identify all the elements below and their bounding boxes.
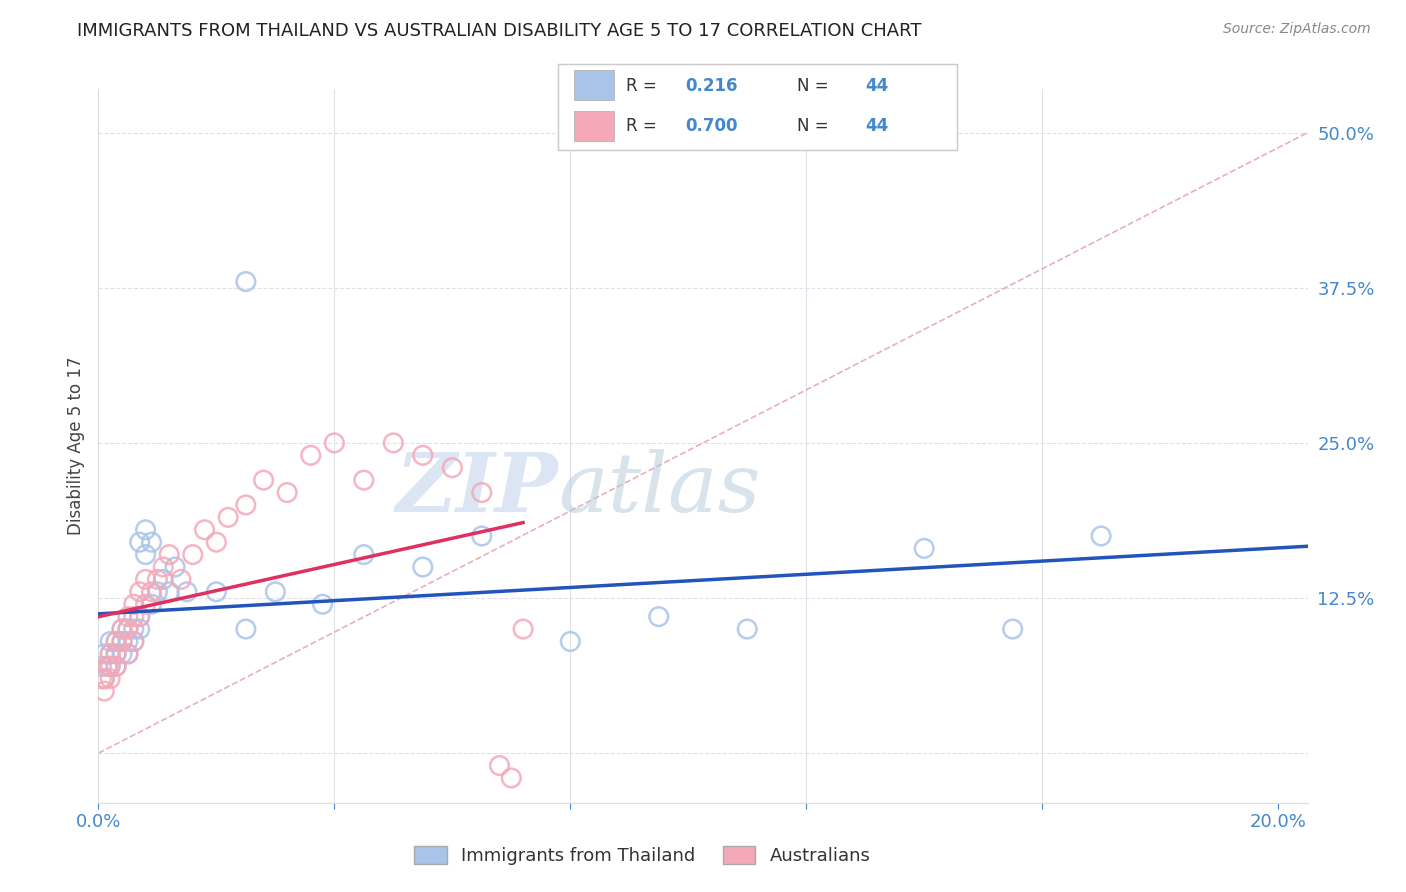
- Point: [117, 609, 139, 624]
- Point: [157, 584, 180, 599]
- Point: [105, 647, 128, 661]
- Point: [276, 485, 298, 500]
- Point: [135, 548, 157, 562]
- Point: [181, 548, 204, 562]
- Point: [117, 647, 139, 661]
- Point: [353, 473, 375, 487]
- Point: [98, 672, 121, 686]
- Point: [122, 634, 145, 648]
- Point: [648, 609, 671, 624]
- Point: [176, 584, 198, 599]
- Point: [412, 448, 434, 462]
- Point: [93, 672, 115, 686]
- Point: [90, 672, 112, 686]
- Point: [382, 436, 405, 450]
- Text: atlas: atlas: [558, 449, 761, 529]
- Point: [194, 523, 217, 537]
- Point: [412, 560, 434, 574]
- Text: ZIP: ZIP: [395, 449, 558, 529]
- Point: [170, 573, 193, 587]
- Point: [205, 535, 228, 549]
- Point: [217, 510, 239, 524]
- Point: [135, 597, 157, 611]
- Point: [323, 436, 346, 450]
- Point: [105, 634, 128, 648]
- Point: [441, 460, 464, 475]
- Point: [235, 275, 257, 289]
- Point: [128, 535, 150, 549]
- Point: [141, 535, 163, 549]
- Point: [98, 647, 121, 661]
- Point: [205, 584, 228, 599]
- Legend: Immigrants from Thailand, Australians: Immigrants from Thailand, Australians: [408, 838, 877, 872]
- Point: [512, 622, 534, 636]
- Point: [146, 573, 169, 587]
- Point: [235, 498, 257, 512]
- Point: [111, 622, 134, 636]
- Point: [128, 584, 150, 599]
- Point: [96, 659, 118, 673]
- Point: [98, 647, 121, 661]
- Point: [111, 622, 134, 636]
- Point: [152, 573, 174, 587]
- Point: [117, 634, 139, 648]
- Point: [111, 634, 134, 648]
- Text: Source: ZipAtlas.com: Source: ZipAtlas.com: [1223, 22, 1371, 37]
- Point: [105, 659, 128, 673]
- Point: [122, 634, 145, 648]
- Point: [135, 573, 157, 587]
- Point: [122, 622, 145, 636]
- Point: [252, 473, 274, 487]
- Point: [471, 529, 494, 543]
- Point: [111, 634, 134, 648]
- Point: [157, 548, 180, 562]
- Point: [117, 622, 139, 636]
- Point: [93, 684, 115, 698]
- Point: [1090, 529, 1112, 543]
- Point: [98, 659, 121, 673]
- Point: [122, 609, 145, 624]
- Point: [165, 560, 187, 574]
- Point: [105, 634, 128, 648]
- Text: IMMIGRANTS FROM THAILAND VS AUSTRALIAN DISABILITY AGE 5 TO 17 CORRELATION CHART: IMMIGRANTS FROM THAILAND VS AUSTRALIAN D…: [77, 22, 922, 40]
- Point: [90, 659, 112, 673]
- Point: [93, 672, 115, 686]
- Point: [501, 771, 523, 785]
- Point: [146, 584, 169, 599]
- Point: [353, 548, 375, 562]
- Point: [117, 647, 139, 661]
- Point: [128, 622, 150, 636]
- Point: [98, 634, 121, 648]
- Point: [141, 584, 163, 599]
- Point: [128, 609, 150, 624]
- Y-axis label: Disability Age 5 to 17: Disability Age 5 to 17: [66, 357, 84, 535]
- Point: [235, 622, 257, 636]
- Point: [105, 647, 128, 661]
- Point: [96, 659, 118, 673]
- Point: [311, 597, 333, 611]
- Point: [299, 448, 322, 462]
- Point: [560, 634, 582, 648]
- Point: [93, 647, 115, 661]
- Point: [135, 523, 157, 537]
- Point: [264, 584, 287, 599]
- Point: [1001, 622, 1024, 636]
- Point: [98, 659, 121, 673]
- Point: [488, 758, 510, 772]
- Point: [152, 560, 174, 574]
- Point: [141, 597, 163, 611]
- Point: [128, 609, 150, 624]
- Point: [471, 485, 494, 500]
- Point: [912, 541, 935, 556]
- Point: [735, 622, 758, 636]
- Point: [105, 659, 128, 673]
- Point: [117, 622, 139, 636]
- Point: [122, 597, 145, 611]
- Point: [111, 647, 134, 661]
